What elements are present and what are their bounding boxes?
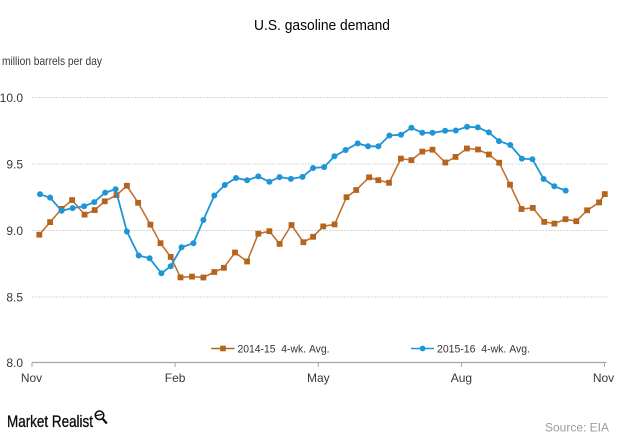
- svg-text:9.0: 9.0: [6, 224, 23, 238]
- svg-text:Nov: Nov: [21, 371, 42, 385]
- svg-text:Market Realist: Market Realist: [7, 413, 93, 431]
- svg-text:8.0: 8.0: [6, 356, 23, 370]
- svg-text:10.0: 10.0: [0, 91, 23, 105]
- svg-text:Aug: Aug: [451, 371, 472, 385]
- svg-text:Feb: Feb: [165, 371, 186, 385]
- svg-text:2015-16 4-wk. Avg.: 2015-16 4-wk. Avg.: [437, 344, 530, 356]
- svg-text:million barrels per day: million barrels per day: [2, 54, 102, 68]
- svg-text:May: May: [307, 371, 330, 385]
- svg-text:Source: EIA: Source: EIA: [545, 421, 609, 435]
- svg-text:2014-15 4-wk. Avg.: 2014-15 4-wk. Avg.: [238, 344, 330, 356]
- svg-text:Nov: Nov: [593, 371, 614, 385]
- svg-text:U.S. gasoline demand: U.S. gasoline demand: [254, 17, 390, 34]
- svg-text:8.5: 8.5: [6, 291, 23, 305]
- svg-text:9.5: 9.5: [6, 158, 23, 172]
